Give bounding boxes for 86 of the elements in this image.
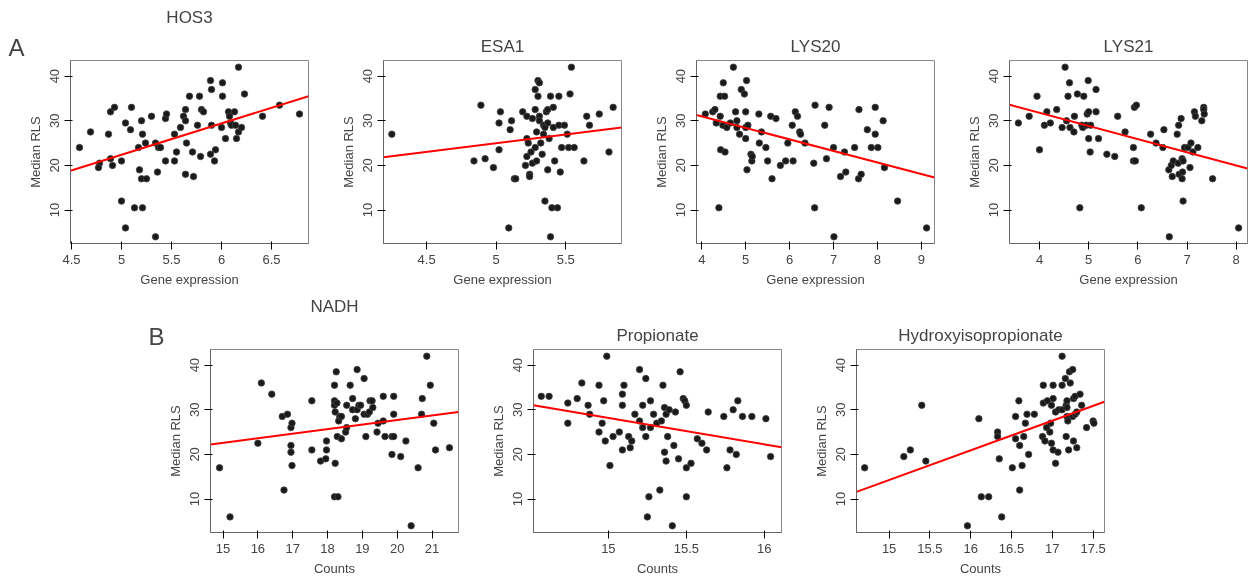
x-tick-label: 4.5: [417, 251, 436, 267]
x-axis-title: Gene expression: [453, 271, 552, 287]
x-tick-label: 6: [217, 251, 226, 267]
x-tick-label: 20: [389, 540, 405, 556]
y-tick-label: 10: [673, 202, 689, 218]
y-tick-label: 10: [187, 491, 203, 507]
chart-title: Hydroxyisopropionate: [898, 325, 1063, 345]
y-axis-title: Median RLS: [167, 404, 183, 477]
y-tick-label: 20: [510, 447, 526, 462]
chart-title: LYS21: [1103, 36, 1154, 56]
x-tick-label: 15: [601, 540, 616, 556]
x-tick-label: 17: [1045, 540, 1060, 556]
y-tick-label: 40: [673, 68, 689, 84]
x-axis-title: Counts: [636, 560, 679, 576]
y-axis-title: Median RLS: [340, 115, 356, 188]
x-tick-label: 4: [698, 251, 706, 267]
chart-title: Propionate: [616, 325, 699, 345]
x-tick-label: 16: [963, 540, 978, 556]
y-tick-label: 40: [360, 68, 376, 84]
x-axis-title: Gene expression: [1079, 271, 1178, 287]
x-tick-label: 5: [742, 251, 750, 267]
y-tick-label: 30: [47, 113, 63, 128]
y-tick-label: 10: [360, 202, 376, 218]
y-axis-title: Median RLS: [966, 115, 982, 188]
y-tick-label: 40: [510, 357, 526, 373]
y-axis-title: Median RLS: [813, 404, 829, 477]
text: A: [8, 33, 25, 61]
x-tick-label: 8: [1232, 251, 1240, 267]
y-tick-label: 30: [510, 402, 526, 417]
y-tick-label: 10: [986, 202, 1002, 218]
x-tick-label: 8: [873, 251, 882, 267]
y-tick-label: 20: [47, 158, 63, 173]
x-tick-label: 15.5: [917, 540, 943, 556]
x-tick-label: 4: [1035, 251, 1044, 267]
y-tick-label: 10: [47, 202, 63, 218]
x-tick-label: 16: [250, 540, 266, 556]
text: B: [148, 322, 165, 350]
x-tick-label: 18: [320, 540, 335, 556]
y-tick-label: 40: [833, 357, 849, 373]
x-tick-label: 6: [785, 251, 794, 267]
y-tick-label: 40: [187, 357, 203, 373]
x-tick-label: 7: [1183, 251, 1191, 267]
y-axis-title: Median RLS: [490, 404, 506, 477]
x-tick-label: 5: [492, 251, 500, 267]
y-tick-label: 30: [986, 113, 1002, 128]
y-tick-label: 20: [673, 158, 689, 173]
x-tick-label: 15: [215, 540, 231, 556]
y-tick-label: 30: [360, 113, 376, 128]
x-axis-title: Counts: [959, 560, 1002, 576]
x-tick-label: 6: [1134, 251, 1142, 267]
x-tick-label: 5.5: [556, 251, 575, 267]
y-tick-label: 20: [187, 447, 203, 462]
x-tick-label: 5: [117, 251, 126, 267]
x-tick-label: 17.5: [1080, 540, 1106, 556]
x-tick-label: 19: [355, 540, 370, 556]
y-tick-label: 10: [510, 491, 526, 507]
x-tick-label: 15: [881, 540, 897, 556]
x-tick-label: 4.5: [62, 251, 81, 267]
chart-title: LYS20: [790, 36, 841, 56]
x-tick-label: 5: [1085, 251, 1093, 267]
x-tick-label: 15.5: [673, 540, 700, 556]
y-tick-label: 10: [833, 491, 849, 507]
x-tick-label: 7: [829, 251, 838, 267]
x-tick-label: 16: [757, 540, 772, 556]
y-tick-label: 20: [986, 158, 1002, 173]
x-tick-label: 17: [285, 540, 300, 556]
y-tick-label: 30: [833, 402, 849, 417]
x-axis-title: Counts: [313, 560, 356, 576]
x-tick-label: 16.5: [998, 540, 1025, 556]
y-tick-label: 30: [187, 402, 203, 417]
chart-title: ESA1: [480, 36, 525, 56]
x-tick-label: 6.5: [262, 251, 281, 267]
y-tick-label: 30: [673, 113, 689, 128]
chart-title: HOS3: [166, 7, 213, 27]
y-tick-label: 40: [986, 68, 1002, 84]
y-tick-label: 40: [47, 68, 63, 84]
x-axis-title: Gene expression: [140, 271, 239, 287]
x-tick-label: 5.5: [162, 251, 181, 267]
y-axis-title: Median RLS: [27, 115, 43, 188]
y-axis-title: Median RLS: [653, 115, 669, 188]
y-tick-label: 20: [833, 447, 849, 462]
x-axis-title: Gene expression: [766, 271, 865, 287]
chart-title: NADH: [310, 296, 359, 316]
x-tick-label: 21: [424, 540, 440, 556]
y-tick-label: 20: [360, 158, 376, 173]
x-tick-label: 9: [917, 251, 925, 267]
